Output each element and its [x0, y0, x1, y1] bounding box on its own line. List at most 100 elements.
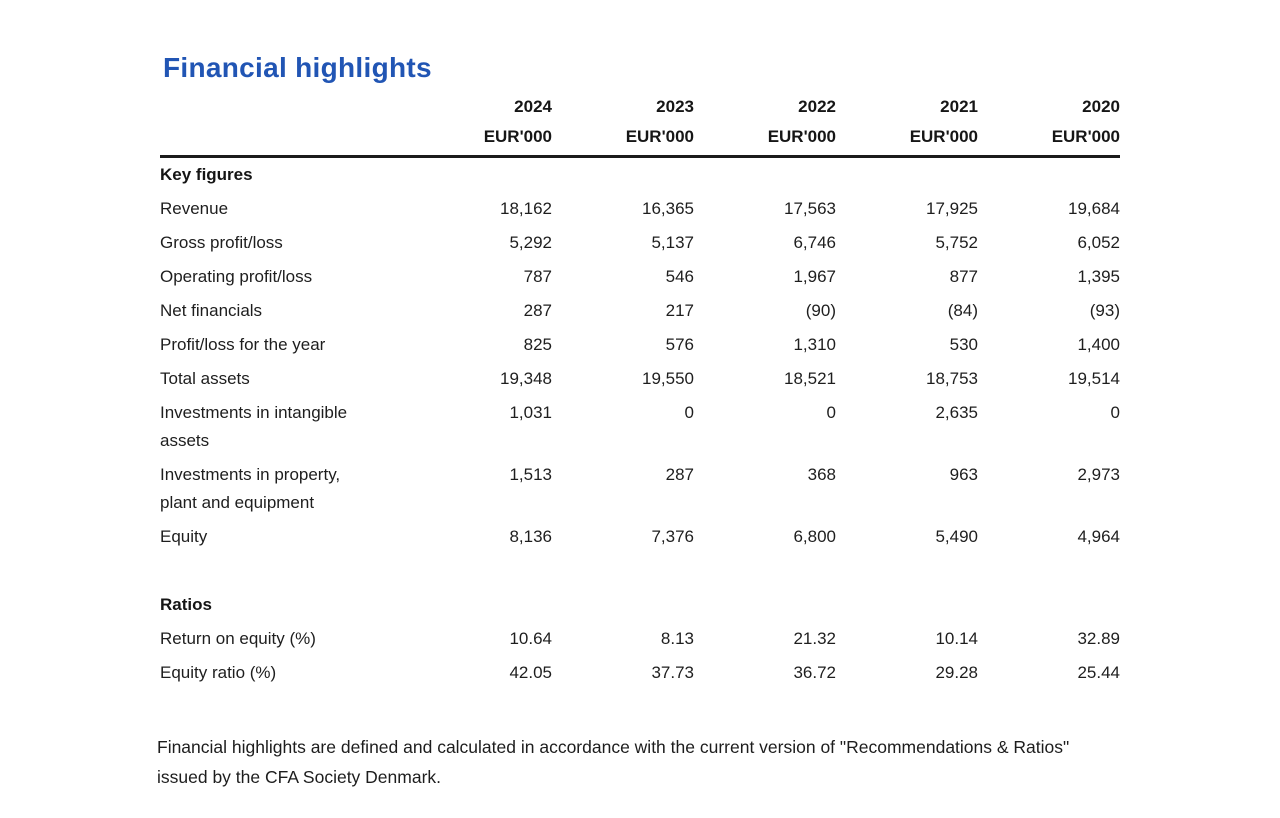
row-label-text: Total assets: [160, 369, 250, 388]
cell-value: 10.14: [935, 629, 978, 648]
table-row: Equity ratio (%) 42.05 37.73 36.72 29.28 25.4…: [160, 656, 1120, 690]
unit-header: EUR'000: [552, 122, 694, 158]
cell-value: 19,684: [1068, 199, 1120, 218]
cell-value: 42.05: [509, 663, 552, 682]
row-label: Return on equity (%): [160, 622, 410, 656]
table-body: Key figures Revenue 18,162 16,365 17,563 17,9…: [160, 157, 1120, 691]
table-row: Operating profit/loss 787 546 1,967 877 1,395: [160, 260, 1120, 294]
cell-value: 825: [523, 335, 552, 354]
cell-value: (90): [805, 301, 836, 320]
cell-value: 1,967: [793, 267, 836, 286]
row-label: Investments in property, plant and equip…: [160, 458, 410, 520]
cell-value: 1,031: [509, 403, 552, 422]
year-header: 2021: [940, 97, 978, 116]
cell-value: 7,376: [651, 527, 694, 546]
cell-value: 1,395: [1077, 267, 1120, 286]
table-row: Equity 8,136 7,376 6,800 5,490 4,964: [160, 520, 1120, 554]
row-label: Profit/loss for the year: [160, 328, 410, 362]
row-label: Equity: [160, 520, 410, 554]
section-header-row: Key figures: [160, 157, 1120, 193]
cell-value: 787: [523, 267, 552, 286]
table-corner-cell: [160, 92, 410, 122]
cell-value: 6,800: [793, 527, 836, 546]
cell-value: 19,514: [1068, 369, 1120, 388]
cell-value: 576: [665, 335, 694, 354]
cell-value: 287: [523, 301, 552, 320]
cell-value: 37.73: [651, 663, 694, 682]
years-row: 2024 2023 2022 2021 2020: [160, 92, 1120, 122]
cell-value: 877: [949, 267, 978, 286]
cell-value: 36.72: [793, 663, 836, 682]
cell-value: 2,973: [1077, 465, 1120, 484]
row-label: Gross profit/loss: [160, 226, 410, 260]
financial-highlights-table: 2024 2023 2022 2021 2020 EUR'000 EUR'000 EUR'0…: [160, 92, 1120, 690]
cell-value: 8,136: [509, 527, 552, 546]
cell-value: 8.13: [660, 629, 694, 648]
row-label: Total assets: [160, 362, 410, 396]
row-label-text: Investments in intangible assets: [160, 403, 348, 450]
cell-value: 5,490: [935, 527, 978, 546]
cell-value: 0: [826, 403, 836, 422]
cell-value: 5,752: [935, 233, 978, 252]
year-header: 2022: [798, 97, 836, 116]
cell-value: 16,365: [642, 199, 694, 218]
row-label-text: Investments in property, plant and equip…: [160, 465, 341, 512]
cell-value: 0: [1110, 403, 1120, 422]
unit-header: EUR'000: [836, 122, 978, 158]
cell-value: 1,310: [793, 335, 836, 354]
cell-value: 6,052: [1077, 233, 1120, 252]
year-header: 2024: [514, 97, 552, 116]
row-label-text: Equity: [160, 527, 208, 546]
cell-value: 19,348: [500, 369, 552, 388]
cell-value: 4,964: [1077, 527, 1120, 546]
row-label-text: Profit/loss for the year: [160, 335, 326, 354]
cell-value: 17,563: [784, 199, 836, 218]
section-header-row: Ratios: [160, 588, 1120, 622]
table-row: Revenue 18,162 16,365 17,563 17,925 19,684: [160, 192, 1120, 226]
table-row: Investments in intangible assets 1,031 0 0 2…: [160, 396, 1120, 458]
cell-value: 10.64: [509, 629, 552, 648]
cell-value: 1,513: [509, 465, 552, 484]
page-title: Financial highlights: [163, 51, 432, 83]
cell-value: 0: [684, 403, 694, 422]
cell-value: 19,550: [642, 369, 694, 388]
row-label-text: Revenue: [160, 199, 229, 218]
row-label-text: Equity ratio (%): [160, 663, 277, 682]
unit-row: EUR'000 EUR'000 EUR'000 EUR'000 EUR'000: [160, 122, 1120, 158]
table-row: Return on equity (%) 10.64 8.13 21.32 10.14 3…: [160, 622, 1120, 656]
cell-value: 546: [665, 267, 694, 286]
section-spacer: [160, 554, 1120, 588]
footnote-text: Financial highlights are defined and cal…: [157, 736, 1070, 787]
section-header-filler: [410, 588, 1120, 622]
table-row: Net financials 287 217 (90) (84) (93): [160, 294, 1120, 328]
year-header: 2023: [656, 97, 694, 116]
year-header: 2020: [1082, 97, 1120, 116]
cell-value: 287: [665, 465, 694, 484]
section-title: Ratios: [160, 595, 212, 614]
table-corner-cell: [160, 122, 410, 158]
row-label-text: Net financials: [160, 301, 263, 320]
table-row: Profit/loss for the year 825 576 1,310 530 1,…: [160, 328, 1120, 362]
row-label: Investments in intangible assets: [160, 396, 410, 458]
cell-value: 1,400: [1077, 335, 1120, 354]
cell-value: 530: [949, 335, 978, 354]
cell-value: 29.28: [935, 663, 978, 682]
cell-value: 25.44: [1077, 663, 1120, 682]
cell-value: 368: [807, 465, 836, 484]
cell-value: 32.89: [1077, 629, 1120, 648]
row-label: Net financials: [160, 294, 410, 328]
section-header-filler: [410, 157, 1120, 193]
row-label: Equity ratio (%): [160, 656, 410, 690]
cell-value: 18,521: [784, 369, 836, 388]
row-label-text: Return on equity (%): [160, 629, 316, 648]
cell-value: 963: [949, 465, 978, 484]
row-label: Operating profit/loss: [160, 260, 410, 294]
cell-value: 18,162: [500, 199, 552, 218]
cell-value: (93): [1089, 301, 1120, 320]
cell-value: 5,137: [651, 233, 694, 252]
cell-value: 5,292: [509, 233, 552, 252]
table-row: Gross profit/loss 5,292 5,137 6,746 5,752 6,0…: [160, 226, 1120, 260]
cell-value: 18,753: [926, 369, 978, 388]
cell-value: 217: [665, 301, 694, 320]
